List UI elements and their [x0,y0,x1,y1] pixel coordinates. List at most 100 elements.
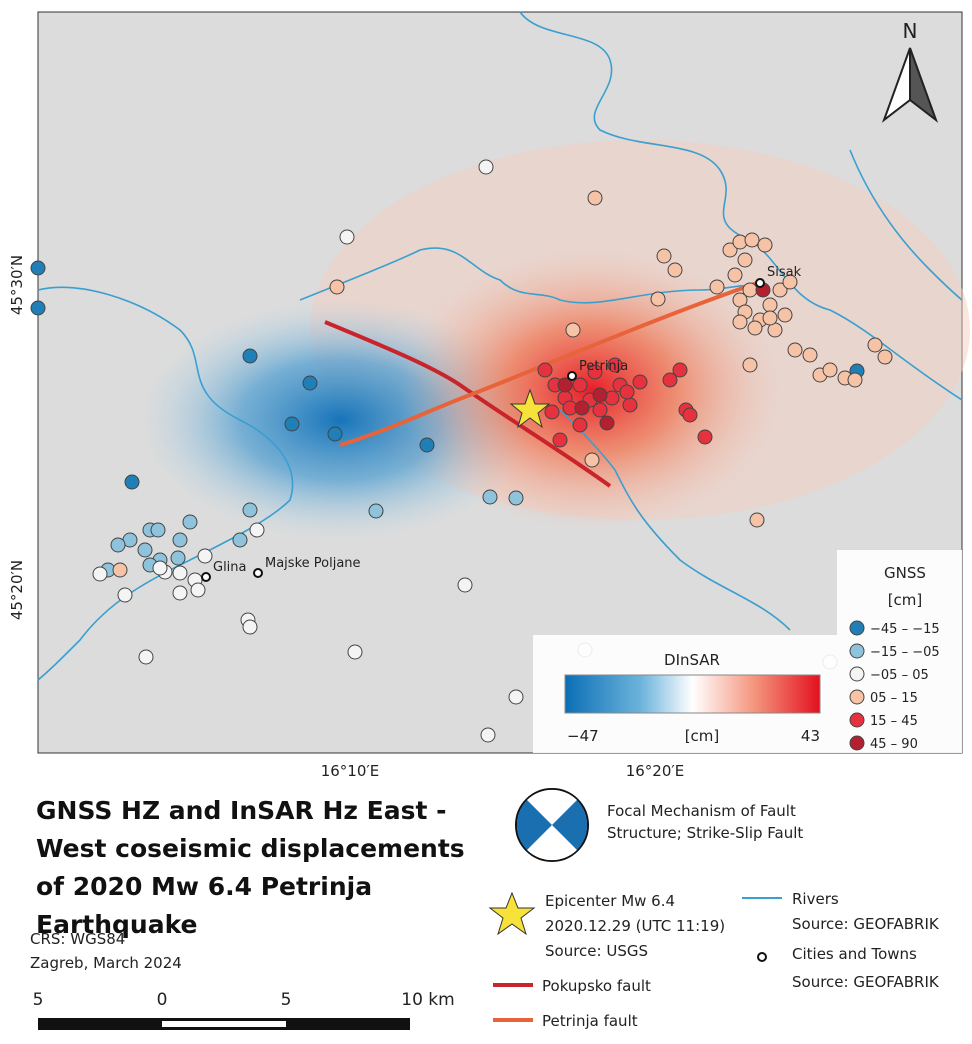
place-label: Petrinja [579,359,628,374]
gnss-station [544,404,560,420]
lat-label: 45°30′N [8,255,26,315]
gnss-station [565,322,581,338]
gnss-station [552,432,568,448]
gnss-station [782,274,798,290]
ramp-min: −47 [567,727,599,745]
gnss-station [682,407,698,423]
gnss-station [672,362,688,378]
legend-text: 2020.12.29 (UTC 11:19) [545,917,725,935]
gnss-station [732,314,748,330]
gnss-station [877,349,893,365]
gnss-station [117,587,133,603]
gnss-station [757,237,773,253]
scale-label: 5 [281,990,292,1010]
gnss-station [172,532,188,548]
gnss-station [242,502,258,518]
legend-text: Epicenter Mw 6.4 [545,892,675,910]
gnss-station [242,619,258,635]
gnss-station [92,566,108,582]
ramp-max: 43 [801,727,820,745]
gnss-station [172,565,188,581]
gnss-station [747,320,763,336]
gnss-station [709,279,725,295]
uplift-zone [400,250,780,530]
gnss-station [138,649,154,665]
gnss-station [170,550,186,566]
legend-swatch [849,643,865,659]
scale-label: 10 km [401,990,454,1010]
gnss-station [744,232,760,248]
gnss-station [662,372,678,388]
gnss-station [508,689,524,705]
legend-city [757,952,767,962]
legend-text: Cities and Towns [792,945,917,963]
gnss-station [727,267,743,283]
gnss-station [572,377,588,393]
gnss-station [347,644,363,660]
gnss-station [557,377,573,393]
gnss-legend: GNSS [cm] −45 – −15 −15 – −05 −05 – 05 05 –… [837,550,962,753]
legend-swatch [849,689,865,705]
place-label: Sisak [767,265,802,280]
ramp-unit: [cm] [685,727,720,745]
gnss-station [822,362,838,378]
gnss-station [124,474,140,490]
gnss-station [339,229,355,245]
gnss-station [667,262,683,278]
place-label: Glina [213,560,247,575]
gnss-station [749,512,765,528]
epicenter-star [509,388,551,429]
legend-swatch [849,712,865,728]
places: Sisak Petrinja Glina Majske Poljane [201,265,802,582]
gnss-station [190,582,206,598]
gnss-station [457,577,473,593]
gnss-station [110,537,126,553]
gnss-station [697,429,713,445]
gnss-station [329,279,345,295]
gnss-station [242,348,258,364]
gnss-station [537,362,553,378]
gnss-station [480,727,496,743]
gnss-station [619,384,635,400]
legend-swatch [849,620,865,636]
gnss-station [232,532,248,548]
legend-title: DInSAR [664,651,720,669]
gnss-station [30,300,46,316]
gnss-station [656,248,672,264]
legend-class: −05 – 05 [870,668,929,683]
legend-text: Source: GEOFABRIK [792,973,940,991]
legend-text: Pokupsko fault [542,977,651,995]
gnss-station [112,562,128,578]
gnss-station [508,490,524,506]
gnss-station [172,585,188,601]
gnss-station [137,542,153,558]
legend-text: Rivers [792,890,839,908]
lat-label: 45°20′N [8,560,26,620]
gnss-station [742,357,758,373]
gnss-station [772,282,788,298]
legend-class: 45 – 90 [870,737,918,752]
gnss-station [587,190,603,206]
legend-unit: [cm] [888,591,923,609]
gnss-station [587,364,603,380]
gnss-station [584,452,600,468]
legend-text: Source: GEOFABRIK [792,915,940,933]
gnss-station [632,374,648,390]
gnss-station [574,400,590,416]
gnss-station [572,417,588,433]
gnss-station [482,489,498,505]
place-label: Majske Poljane [265,556,361,571]
north-label: N [903,19,918,43]
gnss-station [327,426,343,442]
gnss-station [650,291,666,307]
legend-swatch [849,735,865,751]
gnss-station [249,522,265,538]
gnss-station [722,242,738,258]
north-arrow: N [881,19,939,123]
gnss-station [737,252,753,268]
crs: CRS: WGS84 [30,930,125,948]
legend-star [488,891,536,936]
gnss-station [802,347,818,363]
legend-class: 05 – 15 [870,691,918,706]
